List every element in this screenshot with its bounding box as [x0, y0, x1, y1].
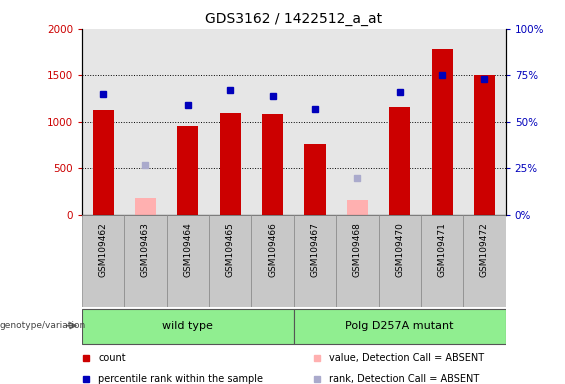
Bar [93, 110, 114, 215]
Bar [432, 49, 453, 215]
Text: GSM109466: GSM109466 [268, 222, 277, 277]
Bar [294, 29, 336, 215]
Text: Polg D257A mutant: Polg D257A mutant [345, 321, 454, 331]
Text: value, Detection Call = ABSENT: value, Detection Call = ABSENT [329, 353, 484, 363]
Bar [167, 29, 209, 215]
Bar [135, 198, 156, 215]
Bar [463, 29, 506, 215]
FancyBboxPatch shape [209, 215, 251, 307]
Bar [347, 200, 368, 215]
Text: GSM109465: GSM109465 [226, 222, 234, 277]
Text: GSM109468: GSM109468 [353, 222, 362, 277]
Bar [421, 29, 463, 215]
Title: GDS3162 / 1422512_a_at: GDS3162 / 1422512_a_at [205, 12, 383, 26]
FancyBboxPatch shape [251, 215, 294, 307]
FancyBboxPatch shape [82, 215, 124, 307]
FancyBboxPatch shape [463, 215, 506, 307]
Text: GSM109463: GSM109463 [141, 222, 150, 277]
Text: GSM109470: GSM109470 [396, 222, 404, 277]
Text: GSM109471: GSM109471 [438, 222, 446, 277]
Bar [305, 144, 325, 215]
Bar [379, 29, 421, 215]
Text: GSM109467: GSM109467 [311, 222, 319, 277]
Text: GSM109464: GSM109464 [184, 222, 192, 277]
Bar [82, 29, 124, 215]
Bar [336, 29, 379, 215]
FancyBboxPatch shape [421, 215, 463, 307]
Bar [209, 29, 251, 215]
FancyBboxPatch shape [294, 215, 336, 307]
FancyBboxPatch shape [379, 215, 421, 307]
Text: count: count [98, 353, 125, 363]
Bar [177, 126, 198, 215]
Text: percentile rank within the sample: percentile rank within the sample [98, 374, 263, 384]
Bar [474, 75, 495, 215]
FancyBboxPatch shape [336, 215, 379, 307]
Text: rank, Detection Call = ABSENT: rank, Detection Call = ABSENT [329, 374, 479, 384]
FancyBboxPatch shape [124, 215, 167, 307]
FancyBboxPatch shape [82, 309, 294, 344]
Text: GSM109462: GSM109462 [99, 222, 107, 277]
Text: GSM109472: GSM109472 [480, 222, 489, 277]
Text: wild type: wild type [162, 321, 214, 331]
FancyBboxPatch shape [294, 309, 506, 344]
Bar [124, 29, 167, 215]
Bar [262, 114, 283, 215]
Bar [251, 29, 294, 215]
Bar [220, 113, 241, 215]
FancyBboxPatch shape [167, 215, 209, 307]
Bar [389, 107, 410, 215]
Text: genotype/variation: genotype/variation [0, 321, 86, 330]
